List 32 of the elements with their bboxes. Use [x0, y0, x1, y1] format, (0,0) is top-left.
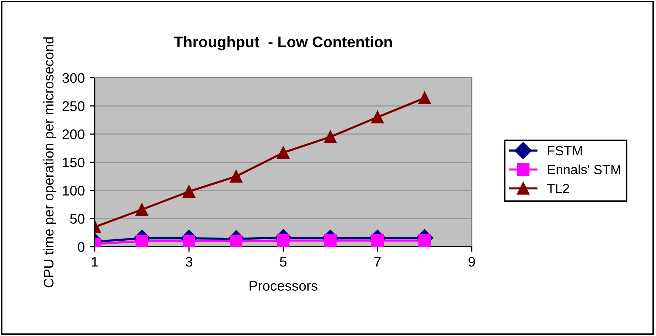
point: [324, 130, 337, 144]
point: [418, 234, 432, 247]
y-axis-title: CPU time per operation per microsecond: [44, 38, 57, 288]
point: [136, 204, 148, 216]
legend-label: TL2: [548, 184, 570, 194]
x-tick-label: 7: [374, 257, 381, 267]
y-tick-label: 0: [78, 242, 85, 252]
point: [418, 92, 432, 105]
point: [136, 235, 148, 247]
y-tick-label: 100: [63, 186, 85, 196]
point: [372, 111, 384, 124]
legend-label: Ennals' STM: [548, 164, 621, 174]
point: [183, 235, 196, 247]
point: [324, 234, 337, 247]
x-axis-title: Processors: [250, 281, 318, 291]
x-tick-label: 5: [280, 257, 287, 267]
legend-label: FSTM: [548, 146, 582, 156]
point: [277, 234, 290, 247]
x-tick-label: 1: [92, 257, 98, 267]
y-tick-label: 50: [70, 214, 85, 224]
x-tick-label: 9: [468, 257, 476, 267]
point: [230, 170, 243, 183]
x-tick-label: 3: [186, 257, 192, 267]
y-tick-label: 200: [62, 130, 85, 140]
y-tick-label: 250: [62, 102, 85, 112]
chart-title: Throughput - Low Contention: [174, 36, 392, 51]
point: [277, 146, 290, 160]
point: [183, 186, 196, 198]
y-tick-label: 150: [63, 158, 85, 168]
y-tick-label: 300: [62, 73, 85, 84]
point: [372, 234, 384, 247]
point: [230, 235, 243, 247]
